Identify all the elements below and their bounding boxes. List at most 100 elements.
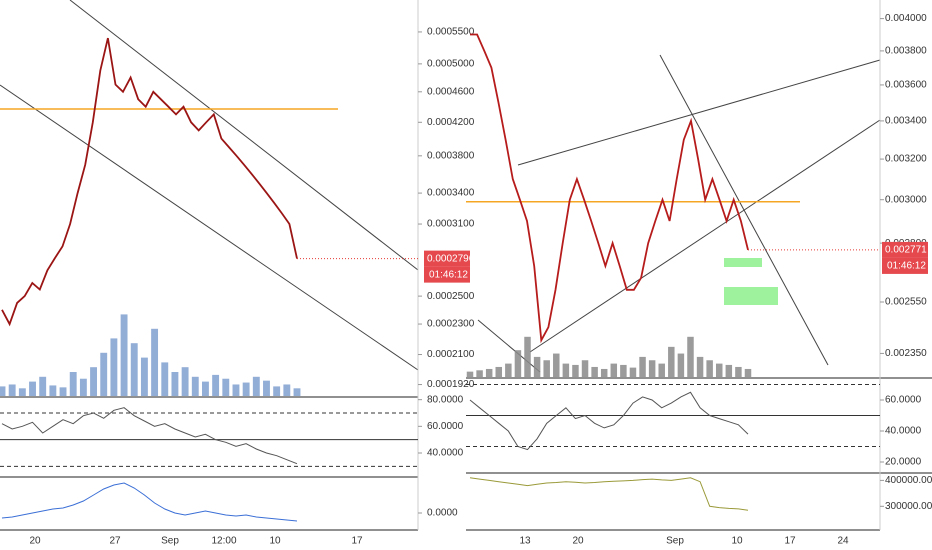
volume-bar bbox=[273, 386, 281, 396]
trendline bbox=[529, 119, 881, 353]
series-line bbox=[470, 33, 749, 344]
y-tick-label: 400000.0000 bbox=[885, 475, 932, 486]
timer-tag bbox=[882, 257, 928, 274]
x-tick-label: 17 bbox=[351, 536, 363, 547]
volume-bar bbox=[639, 356, 646, 377]
y-tick-label: 0.0003400 bbox=[427, 188, 475, 199]
y-tick-label: 0.0005500 bbox=[427, 27, 475, 38]
volume-bar bbox=[161, 362, 169, 396]
volume-bar bbox=[181, 367, 189, 396]
volume-bar bbox=[744, 368, 752, 377]
x-tick-label: 12:00 bbox=[211, 536, 236, 547]
volume-bar bbox=[252, 376, 260, 396]
volume-bar bbox=[524, 336, 531, 377]
volume-bar bbox=[572, 364, 579, 377]
x-tick-label: 20 bbox=[572, 536, 584, 547]
trendline bbox=[0, 84, 419, 371]
y-tick-label: 0.0002300 bbox=[427, 319, 475, 330]
volume-bar bbox=[29, 381, 36, 396]
y-tick-label: 0.0004600 bbox=[427, 86, 475, 97]
volume-bar bbox=[581, 360, 589, 377]
y-tick-label: 0.003200 bbox=[885, 154, 927, 165]
volume-bar bbox=[130, 343, 138, 396]
y-tick-label: 60.0000 bbox=[885, 395, 922, 406]
y-tick-label: 0.0000 bbox=[427, 508, 458, 519]
y-tick-label: 80.0000 bbox=[427, 394, 464, 405]
y-tick-label: 0.002350 bbox=[885, 348, 927, 359]
volume-bar bbox=[202, 381, 209, 396]
y-tick-label: 0.0001920 bbox=[427, 379, 475, 390]
y-tick-label: 0.003600 bbox=[885, 80, 927, 91]
target-zone bbox=[724, 258, 762, 267]
countdown: 01:46:12 bbox=[429, 269, 468, 280]
y-tick-label: 0.003400 bbox=[885, 116, 927, 127]
x-tick-label: 24 bbox=[837, 536, 849, 547]
volume-bar bbox=[715, 363, 723, 377]
trendlines bbox=[0, 0, 881, 373]
volume-bar bbox=[140, 357, 148, 396]
series-line bbox=[1, 407, 298, 465]
y-tick-label: 300000.0000 bbox=[885, 501, 932, 512]
volume-bar bbox=[600, 368, 608, 377]
volume-bar bbox=[151, 328, 159, 396]
volume-bar bbox=[283, 384, 291, 396]
y-tick-label: 0.003000 bbox=[885, 194, 927, 205]
x-tick-label: 17 bbox=[784, 536, 796, 547]
volume-bar bbox=[725, 364, 733, 377]
volume-bar bbox=[687, 336, 694, 377]
volume-bar bbox=[677, 353, 685, 377]
y-tick-label: 0.0003800 bbox=[427, 150, 475, 161]
volume-bar bbox=[706, 360, 713, 377]
volume-bar bbox=[668, 346, 675, 377]
volume-bar bbox=[505, 363, 512, 377]
volume-bar bbox=[59, 387, 67, 396]
volume-bar bbox=[620, 364, 627, 377]
y-tick-label: 0.0003100 bbox=[427, 219, 475, 230]
volume-bar bbox=[735, 366, 742, 377]
volume-bar bbox=[533, 356, 541, 377]
volume-bar bbox=[543, 360, 550, 377]
volume-bar bbox=[90, 367, 97, 396]
volume-bar bbox=[171, 372, 179, 396]
volume-bar bbox=[658, 363, 665, 377]
y-tick-label: 0.0005000 bbox=[427, 59, 475, 70]
target-zone bbox=[724, 287, 778, 305]
volume-bar bbox=[466, 371, 474, 377]
trendline bbox=[517, 59, 881, 166]
volume-bar bbox=[553, 353, 560, 377]
x-tick-label: Sep bbox=[161, 536, 179, 547]
volume-bar bbox=[79, 378, 87, 396]
volume-bar bbox=[69, 372, 77, 396]
price-tag bbox=[424, 250, 470, 267]
trendline bbox=[659, 54, 829, 366]
volume-bar bbox=[263, 380, 270, 396]
volume-bar bbox=[232, 384, 240, 396]
volume-bar bbox=[39, 376, 47, 396]
series-line bbox=[469, 477, 749, 511]
volume-bar bbox=[696, 356, 704, 377]
timer-tag bbox=[424, 266, 470, 283]
volume-bar bbox=[293, 388, 301, 396]
last-price-label: 0.002771 bbox=[885, 245, 927, 256]
y-tick-label: 0.0002100 bbox=[427, 349, 475, 360]
series-line bbox=[469, 391, 749, 451]
x-tick-label: 10 bbox=[269, 536, 281, 547]
series-line bbox=[1, 37, 298, 327]
volume-bar bbox=[191, 376, 199, 396]
volume-bar bbox=[610, 363, 618, 377]
volume-bar bbox=[212, 374, 220, 396]
y-tick-label: 0.003800 bbox=[885, 46, 927, 57]
volume-bar bbox=[476, 370, 483, 377]
series-line bbox=[1, 482, 298, 522]
volume-bar bbox=[242, 382, 250, 396]
volume-bar bbox=[591, 366, 598, 377]
trendline bbox=[69, 0, 419, 271]
volume-bar bbox=[629, 367, 637, 377]
price-tag bbox=[882, 241, 928, 258]
y-tick-label: 40.0000 bbox=[427, 448, 464, 459]
y-tick-label: 20.0000 bbox=[885, 457, 922, 468]
volume-bar bbox=[8, 384, 16, 396]
volume-bar bbox=[120, 314, 128, 396]
volume-bar bbox=[110, 338, 118, 396]
